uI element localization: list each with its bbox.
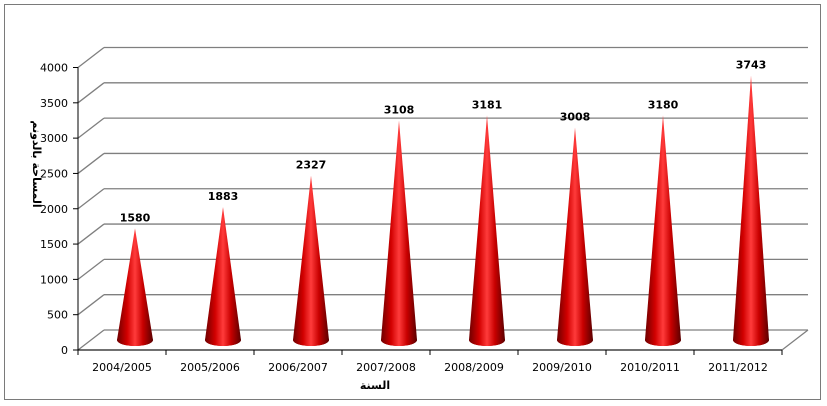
cone-body <box>733 75 769 346</box>
x-tick-label: 2011/2012 <box>708 361 768 374</box>
x-tick-label: 2005/2006 <box>180 361 240 374</box>
data-label: 3008 <box>560 111 591 124</box>
cone-body <box>381 120 417 346</box>
y-tick-label: 1000 <box>40 273 68 286</box>
cone-bar <box>645 115 681 346</box>
gridline-side <box>77 152 105 174</box>
gridline-side <box>77 82 105 104</box>
cone-bar <box>469 115 505 346</box>
x-axis-title: السنة <box>360 379 390 392</box>
cones <box>117 75 769 346</box>
data-label: 3108 <box>384 103 415 116</box>
data-label: 1580 <box>120 211 151 224</box>
x-tick-label: 2010/2011 <box>620 361 680 374</box>
cone-bar <box>293 175 329 346</box>
x-axis: 2004/2005 2005/2006 2006/2007 2007/2008 2008… <box>77 349 783 374</box>
y-tick-label: 3000 <box>40 132 68 145</box>
cone-body <box>293 175 329 346</box>
y-axis: 0 500 1000 1500 2000 2500 3000 3500 4000 <box>40 62 79 357</box>
x-tick-label: 2004/2005 <box>92 361 152 374</box>
data-label: 3181 <box>472 98 503 111</box>
y-tick-label: 3500 <box>40 97 68 110</box>
cone-body <box>117 228 153 346</box>
y-tick-label: 2500 <box>40 167 68 180</box>
cone-bar <box>205 207 241 346</box>
data-label: 1883 <box>208 190 239 203</box>
data-label: 3180 <box>648 98 679 111</box>
gridline-side <box>77 294 105 316</box>
y-tick-label: 0 <box>61 344 68 357</box>
gridlines <box>77 46 809 351</box>
data-label: 3743 <box>736 59 767 72</box>
x-tick-label: 2006/2007 <box>268 361 328 374</box>
data-labels: 1580 1883 2327 3108 3181 3008 3180 3743 <box>120 59 767 225</box>
data-label: 2327 <box>296 159 327 172</box>
x-tick-label: 2007/2008 <box>356 361 416 374</box>
y-tick-label: 1500 <box>40 238 68 251</box>
x-tick-label: 2008/2009 <box>444 361 504 374</box>
gridline-side <box>77 223 105 245</box>
cone-bar <box>381 120 417 346</box>
cone-body <box>645 115 681 346</box>
cone-body <box>557 127 593 346</box>
floor-edge <box>78 329 809 351</box>
gridline-side <box>77 188 105 210</box>
x-tick-label: 2009/2010 <box>532 361 592 374</box>
y-axis-title: المساحة بالدونم <box>30 120 43 207</box>
gridline-side <box>77 46 105 69</box>
gridline-side <box>77 117 105 139</box>
y-tick-label: 2000 <box>40 203 68 216</box>
y-tick-label: 500 <box>47 309 68 322</box>
gridline-side <box>77 329 105 351</box>
cone-body <box>469 115 505 346</box>
gridline-side <box>77 258 105 280</box>
y-tick-label: 4000 <box>40 62 68 75</box>
cone-bar <box>557 127 593 346</box>
cone-body <box>205 207 241 346</box>
cone-bar <box>117 228 153 346</box>
cone-bar <box>733 75 769 346</box>
